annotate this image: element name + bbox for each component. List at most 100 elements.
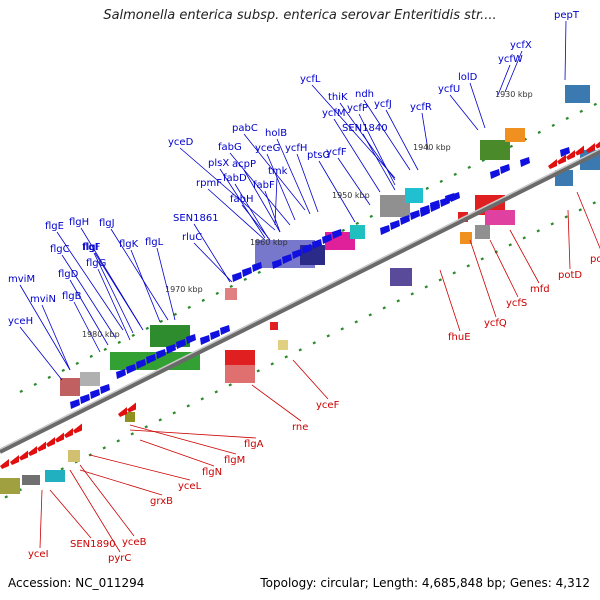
gene-label-flgE: flgE bbox=[45, 221, 64, 232]
tick-mark bbox=[284, 355, 288, 359]
reverse-gene-arrow bbox=[548, 159, 557, 169]
tick-mark bbox=[467, 165, 471, 169]
forward-label-leader bbox=[234, 183, 269, 239]
gene-label-mfd: mfd bbox=[530, 284, 550, 295]
gene-label-ycfX: ycfX bbox=[510, 40, 532, 51]
reverse-gene-arrow bbox=[73, 423, 82, 434]
gene-label-rluC: rluC bbox=[182, 232, 202, 243]
tick-mark bbox=[551, 123, 555, 127]
forward-gene-arrow bbox=[410, 210, 420, 220]
reverse-label-leader bbox=[89, 454, 191, 481]
gene-label-flgN: flgN bbox=[202, 467, 222, 478]
tick-mark bbox=[522, 236, 526, 240]
tick-mark bbox=[200, 397, 204, 401]
gene-label-thiK: thiK bbox=[328, 92, 348, 103]
kbp-label: 1950 kbp bbox=[332, 191, 370, 200]
gene-label-plsX: plsX bbox=[208, 158, 229, 169]
forward-gene-arrow bbox=[302, 244, 312, 254]
tick-mark bbox=[228, 383, 232, 387]
gene-label-pabC: pabC bbox=[232, 123, 258, 134]
tick-mark bbox=[256, 369, 260, 373]
tick-mark bbox=[103, 347, 107, 351]
kbp-label: 1980 kbp bbox=[82, 330, 120, 339]
feature-block-cyan bbox=[45, 470, 65, 482]
forward-gene-arrow bbox=[380, 225, 390, 235]
gene-label-flgF: flgF bbox=[82, 242, 101, 253]
reverse-gene-arrow bbox=[0, 459, 9, 469]
forward-gene-arrow bbox=[136, 359, 146, 369]
tick-mark bbox=[453, 172, 457, 176]
reverse-gene-arrow bbox=[64, 428, 73, 438]
gene-label-flgB: flgB bbox=[62, 291, 82, 302]
forward-gene-arrow bbox=[90, 389, 100, 399]
forward-gene-arrow bbox=[560, 147, 570, 157]
forward-label-leader bbox=[311, 84, 396, 179]
gene-label-ycfU: ycfU bbox=[438, 84, 460, 95]
tick-mark bbox=[33, 382, 37, 386]
forward-label-leader bbox=[207, 188, 266, 241]
forward-label-leader bbox=[296, 153, 319, 213]
feature-block-salmon bbox=[225, 288, 237, 300]
gene-label-mviN: mviN bbox=[30, 294, 56, 305]
forward-gene-arrow bbox=[80, 394, 90, 404]
tick-mark bbox=[131, 333, 135, 337]
forward-gene-arrow bbox=[146, 354, 156, 364]
gene-label-potD: potD bbox=[558, 270, 582, 281]
forward-gene-arrow bbox=[126, 364, 136, 374]
forward-gene-arrow bbox=[100, 384, 110, 394]
gene-label-flgL: flgL bbox=[145, 237, 164, 248]
tick-mark bbox=[214, 390, 218, 394]
gene-label-rpmF: rpmF bbox=[196, 178, 222, 189]
forward-label-leader bbox=[229, 152, 291, 226]
tick-mark bbox=[229, 284, 233, 288]
forward-gene-arrow bbox=[200, 335, 210, 345]
topology-text: Topology: circular; Length: 4,685,848 bp… bbox=[260, 576, 590, 590]
gene-label-yceF: yceF bbox=[316, 400, 340, 411]
forward-gene-arrow bbox=[116, 369, 126, 379]
forward-label-leader bbox=[421, 112, 429, 151]
gene-label-flgM: flgM bbox=[224, 455, 245, 466]
forward-gene-arrow bbox=[210, 330, 220, 340]
forward-label-leader bbox=[19, 284, 71, 371]
feature-block-orange bbox=[460, 232, 472, 244]
feature-block-grey bbox=[475, 225, 490, 239]
tick-mark bbox=[243, 277, 247, 281]
gene-label-yceD: yceD bbox=[168, 137, 194, 148]
forward-label-leader bbox=[130, 249, 161, 323]
reverse-gene-arrow bbox=[595, 141, 600, 149]
tick-mark bbox=[369, 214, 373, 218]
gene-label-ycfF: ycfF bbox=[326, 147, 347, 158]
gene-label-ycfL: ycfL bbox=[300, 74, 321, 85]
forward-label-leader bbox=[363, 99, 411, 171]
tick-mark bbox=[47, 375, 51, 379]
forward-label-leader bbox=[241, 204, 271, 241]
tick-mark bbox=[61, 368, 65, 372]
kbp-label: 1960 kbp bbox=[250, 238, 288, 247]
tick-mark bbox=[116, 439, 120, 443]
tick-mark bbox=[326, 334, 330, 338]
gene-label-yceL: yceL bbox=[178, 481, 202, 492]
tick-mark bbox=[298, 348, 302, 352]
kbp-labels: 1930 kbp 1940 kbp 1950 kbp 1960 kbp 1970 kbp… bbox=[82, 90, 533, 339]
feature-block-red bbox=[270, 322, 278, 330]
feature-block-olive bbox=[480, 140, 510, 160]
reverse-gene-arrow bbox=[557, 154, 566, 165]
forward-gene-arrow bbox=[232, 272, 242, 282]
reverse-label-leader bbox=[129, 424, 237, 455]
forward-label-leader bbox=[266, 153, 296, 221]
kbp-label: 1940 kbp bbox=[413, 143, 451, 152]
feature-block-salmon bbox=[225, 365, 255, 383]
forward-label-leader bbox=[385, 109, 419, 171]
tick-mark bbox=[60, 467, 64, 471]
tick-mark bbox=[187, 305, 191, 309]
tick-mark bbox=[579, 109, 583, 113]
forward-label-leader bbox=[337, 157, 371, 206]
tick-mark bbox=[144, 425, 148, 429]
tick-mark bbox=[452, 271, 456, 275]
gene-label-SEN1840: SEN1840 bbox=[342, 123, 388, 134]
forward-gene-arrow bbox=[252, 262, 262, 272]
gene-label-fabF: fabF bbox=[253, 180, 275, 191]
forward-label-leader bbox=[179, 147, 276, 231]
tick-mark bbox=[509, 144, 513, 148]
